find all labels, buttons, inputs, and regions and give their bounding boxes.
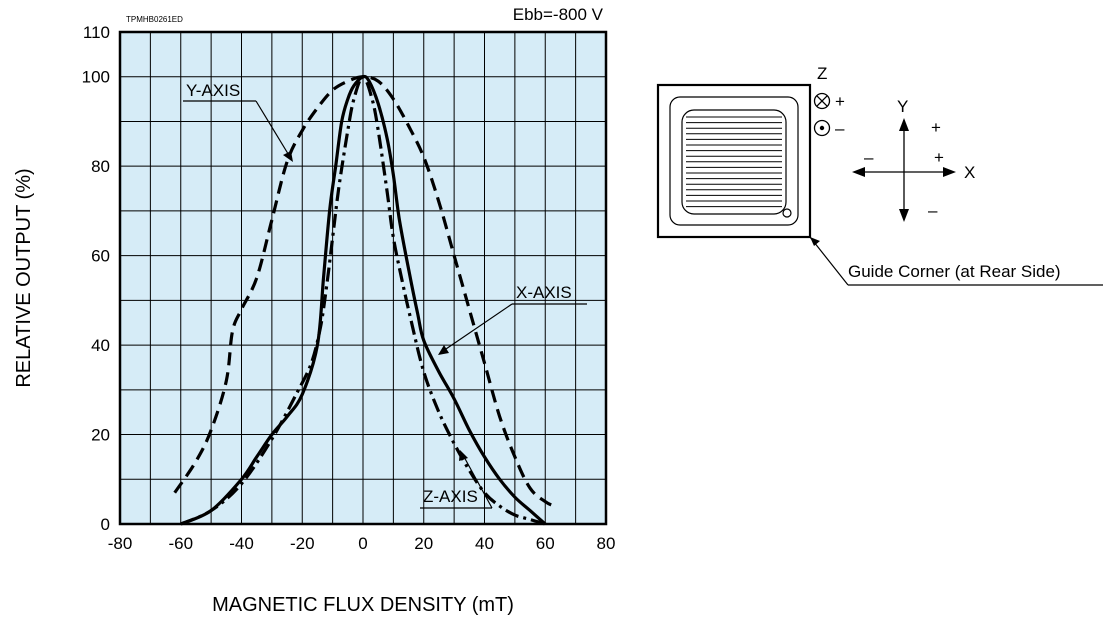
- tube-diagram: Guide Corner (at Rear Side): [656, 83, 1103, 286]
- x-axis-title: MAGNETIC FLUX DENSITY (mT): [212, 594, 514, 616]
- x-axis-letter: X: [964, 163, 975, 182]
- plot-frame: [118, 30, 608, 526]
- y-minus-sign: –: [928, 201, 938, 220]
- doc-code: TPMHB0261ED: [126, 15, 183, 24]
- x-axis-series-label: X-AXIS: [438, 283, 587, 355]
- z-minus-sign: –: [835, 119, 845, 138]
- dynode-lines: [686, 116, 782, 208]
- x-tick-label: 40: [475, 534, 494, 553]
- x-minus-sign: –: [864, 148, 874, 167]
- y-axis-letter: Y: [897, 97, 908, 116]
- dynode-area: [681, 109, 787, 215]
- x-tick-label: 0: [358, 534, 367, 553]
- z-axis-letter: Z: [817, 64, 827, 83]
- series-x-axis-line: [180, 74, 547, 526]
- y-tick-label: 110: [83, 23, 110, 42]
- x-plus-sign: +: [934, 148, 944, 167]
- x-tick-label: -20: [290, 534, 315, 553]
- guide-corner-label: Guide Corner (at Rear Side): [848, 262, 1061, 281]
- x-axis-label-text: X-AXIS: [516, 283, 572, 302]
- out-of-page-icon: [813, 119, 831, 137]
- into-page-icon: [813, 92, 831, 110]
- y-axis-title: RELATIVE OUTPUT (%): [13, 168, 35, 387]
- guide-mark: [782, 208, 792, 218]
- condition-label: Ebb=-800 V: [513, 5, 604, 24]
- x-tick-label: 60: [536, 534, 555, 553]
- y-plus-sign: +: [931, 118, 941, 137]
- curves: [173, 74, 556, 526]
- y-tick-label: 60: [91, 247, 110, 266]
- x-tick-label: 20: [414, 534, 433, 553]
- y-tick-label: 80: [91, 157, 110, 176]
- direction-diagram: Z + – Y X + – + –: [813, 64, 975, 222]
- x-tick-label: 80: [597, 534, 616, 553]
- z-axis-series-label: Z-AXIS: [420, 450, 493, 509]
- tick-labels: -80 -60 -40 -20 0 20 40 60 80 0 20 40 60 80 100 110: [82, 23, 616, 553]
- x-tick-label: -60: [168, 534, 193, 553]
- tube-window: [669, 96, 799, 226]
- y-tick-label: 100: [82, 68, 110, 87]
- y-tick-label: 0: [101, 515, 110, 534]
- z-axis-label-text: Z-AXIS: [423, 487, 478, 506]
- grid: [119, 32, 607, 525]
- y-tick-label: 20: [91, 426, 110, 445]
- y-axis-series-label: Y-AXIS: [183, 81, 293, 162]
- z-plus-sign: +: [835, 92, 845, 111]
- y-axis-label-text: Y-AXIS: [186, 81, 240, 100]
- x-tick-label: -80: [108, 534, 133, 553]
- y-tick-label: 40: [91, 336, 110, 355]
- series-z-axis-line: [180, 75, 546, 526]
- x-tick-label: -40: [229, 534, 254, 553]
